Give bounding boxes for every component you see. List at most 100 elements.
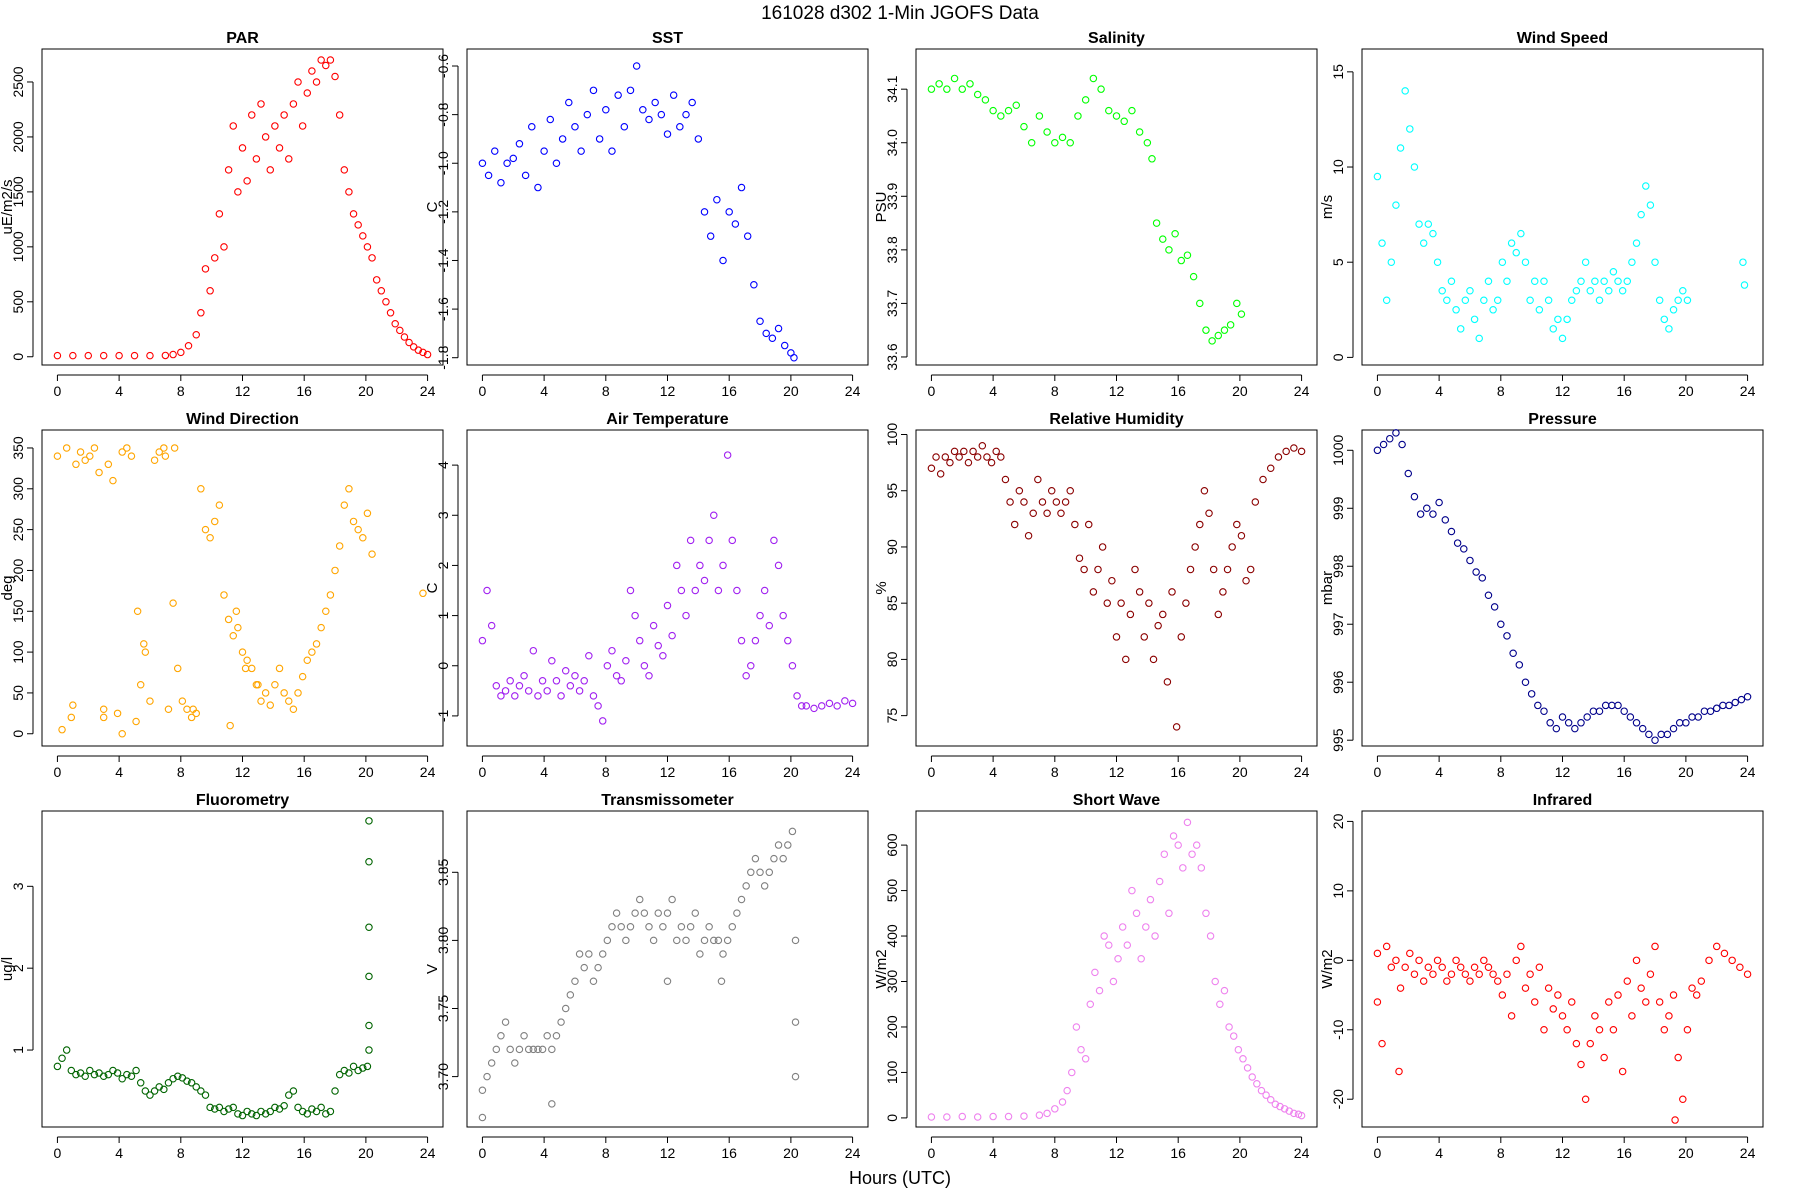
data-point bbox=[612, 909, 621, 917]
data-point bbox=[1663, 730, 1672, 739]
data-point bbox=[1259, 475, 1267, 484]
data-point bbox=[743, 232, 752, 240]
data-point bbox=[224, 615, 233, 624]
data-point bbox=[365, 858, 373, 866]
y-tick-label: -0.8 bbox=[435, 102, 451, 126]
data-point bbox=[1373, 446, 1382, 455]
x-axis: 0 4 8 12 16 20 24 bbox=[54, 374, 436, 399]
data-point bbox=[298, 672, 307, 681]
data-point bbox=[751, 854, 760, 863]
data-point bbox=[1540, 707, 1548, 715]
data-point bbox=[354, 221, 362, 229]
data-point bbox=[206, 287, 214, 295]
data-point bbox=[261, 133, 270, 141]
data-point bbox=[169, 599, 177, 607]
data-point bbox=[705, 923, 713, 931]
data-point bbox=[1651, 736, 1659, 744]
data-point bbox=[497, 178, 505, 187]
data-point bbox=[1472, 568, 1480, 576]
y-axis-label: W/m2 bbox=[873, 949, 890, 988]
data-point bbox=[1503, 970, 1511, 978]
x-tick-label: 4 bbox=[115, 1145, 123, 1161]
data-point bbox=[58, 1054, 66, 1062]
x-tick-label: 20 bbox=[358, 764, 374, 780]
data-point bbox=[1679, 1095, 1687, 1103]
data-point bbox=[1626, 713, 1635, 721]
data-point bbox=[710, 511, 718, 520]
data-point bbox=[1392, 956, 1400, 965]
data-point bbox=[1075, 554, 1084, 562]
x-tick-label: 20 bbox=[1232, 1145, 1248, 1161]
data-point bbox=[53, 351, 62, 360]
data-point bbox=[1628, 1012, 1636, 1020]
data-point bbox=[1416, 510, 1425, 518]
data-point bbox=[779, 854, 787, 863]
y-tick-label: 1000 bbox=[10, 231, 26, 262]
data-point bbox=[1535, 963, 1544, 972]
data-point bbox=[1554, 315, 1562, 324]
data-point bbox=[285, 155, 293, 163]
data-point bbox=[1140, 633, 1149, 641]
plot-frame bbox=[915, 810, 1318, 1128]
data-point bbox=[682, 611, 690, 620]
data-point bbox=[234, 1110, 242, 1118]
data-point bbox=[1398, 440, 1406, 449]
data-point bbox=[946, 458, 954, 467]
data-point bbox=[365, 923, 373, 931]
data-point bbox=[1577, 719, 1585, 727]
x-tick-label: 16 bbox=[721, 383, 737, 399]
x-axis: 0 4 8 12 16 20 24 bbox=[928, 374, 1310, 399]
x-axis: 0 4 8 12 16 20 24 bbox=[928, 755, 1310, 780]
data-point bbox=[543, 1031, 551, 1040]
data-point bbox=[257, 697, 265, 705]
data-point bbox=[978, 441, 987, 450]
data-point bbox=[483, 586, 491, 595]
data-point bbox=[317, 56, 325, 64]
data-point bbox=[817, 702, 826, 710]
data-point bbox=[802, 702, 811, 710]
data-point bbox=[1145, 599, 1153, 607]
data-point bbox=[1534, 701, 1542, 710]
data-point bbox=[331, 72, 339, 81]
data-point bbox=[958, 85, 967, 93]
data-point bbox=[215, 501, 224, 509]
data-point bbox=[1012, 101, 1020, 109]
data-point bbox=[252, 1111, 261, 1120]
data-point bbox=[1165, 246, 1173, 254]
data-point bbox=[575, 950, 584, 958]
data-point bbox=[1517, 229, 1525, 238]
x-tick-label: 20 bbox=[358, 1145, 374, 1161]
data-point bbox=[966, 80, 974, 88]
data-point bbox=[345, 485, 353, 493]
data-point bbox=[927, 85, 936, 93]
data-point bbox=[841, 697, 849, 705]
y-tick-label: 33.6 bbox=[884, 343, 900, 370]
x-tick-label: 20 bbox=[1678, 1145, 1694, 1161]
data-point bbox=[1521, 678, 1530, 686]
data-point bbox=[546, 115, 555, 124]
data-point bbox=[400, 333, 409, 341]
data-point bbox=[677, 586, 686, 595]
x-tick-label: 8 bbox=[177, 1145, 185, 1161]
data-point bbox=[1168, 588, 1176, 596]
data-point bbox=[575, 687, 584, 695]
data-point bbox=[1493, 977, 1502, 985]
data-point bbox=[192, 331, 200, 339]
data-point bbox=[511, 1059, 519, 1067]
data-point bbox=[1072, 1023, 1081, 1031]
data-point bbox=[1618, 1067, 1627, 1076]
data-point bbox=[1057, 509, 1065, 517]
x-tick-label: 12 bbox=[1109, 383, 1125, 399]
x-tick-label: 12 bbox=[1555, 764, 1571, 780]
data-point bbox=[973, 1113, 982, 1121]
y-tick-label: -0.6 bbox=[435, 54, 451, 78]
data-point bbox=[248, 111, 256, 119]
data-point bbox=[72, 460, 80, 469]
data-point bbox=[501, 687, 510, 695]
data-point bbox=[1197, 864, 1206, 872]
data-point bbox=[1591, 1012, 1599, 1020]
data-point bbox=[365, 972, 373, 981]
y-tick-label: -1.8 bbox=[435, 345, 451, 369]
data-point bbox=[973, 90, 982, 99]
